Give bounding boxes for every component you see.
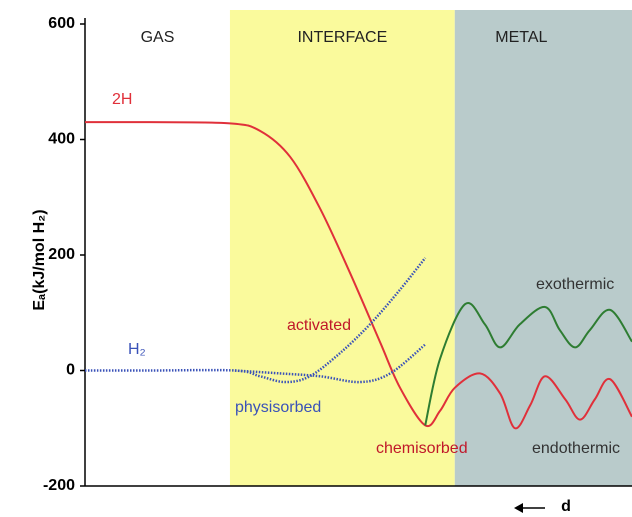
y-tick-label: -200 bbox=[43, 477, 75, 494]
curve bbox=[424, 302, 632, 426]
region-band bbox=[85, 10, 230, 486]
curve bbox=[234, 343, 427, 384]
annotation: physisorbed bbox=[235, 399, 321, 416]
series-label: 2H bbox=[112, 91, 132, 108]
x-axis-label: d bbox=[561, 498, 571, 515]
y-tick-label: 200 bbox=[48, 246, 75, 263]
annotation: chemisorbed bbox=[376, 440, 468, 457]
x-arrow-head bbox=[514, 503, 523, 513]
y-tick-label: 400 bbox=[48, 131, 75, 148]
curve bbox=[84, 121, 632, 430]
region-label: METAL bbox=[495, 29, 547, 46]
annotation: endothermic bbox=[532, 440, 620, 457]
y-axis-label: Eₐ(kJ/mol H₂) bbox=[31, 209, 48, 310]
region-label: INTERFACE bbox=[297, 29, 387, 46]
region-band bbox=[454, 10, 632, 486]
annotation: exothermic bbox=[536, 276, 614, 293]
y-tick-label: 0 bbox=[66, 362, 75, 379]
series-label: H₂ bbox=[128, 341, 146, 358]
region-band bbox=[229, 10, 455, 486]
region-label: GAS bbox=[141, 29, 175, 46]
y-tick-label: 600 bbox=[48, 15, 75, 32]
curve bbox=[85, 257, 427, 384]
annotation: activated bbox=[287, 317, 351, 334]
